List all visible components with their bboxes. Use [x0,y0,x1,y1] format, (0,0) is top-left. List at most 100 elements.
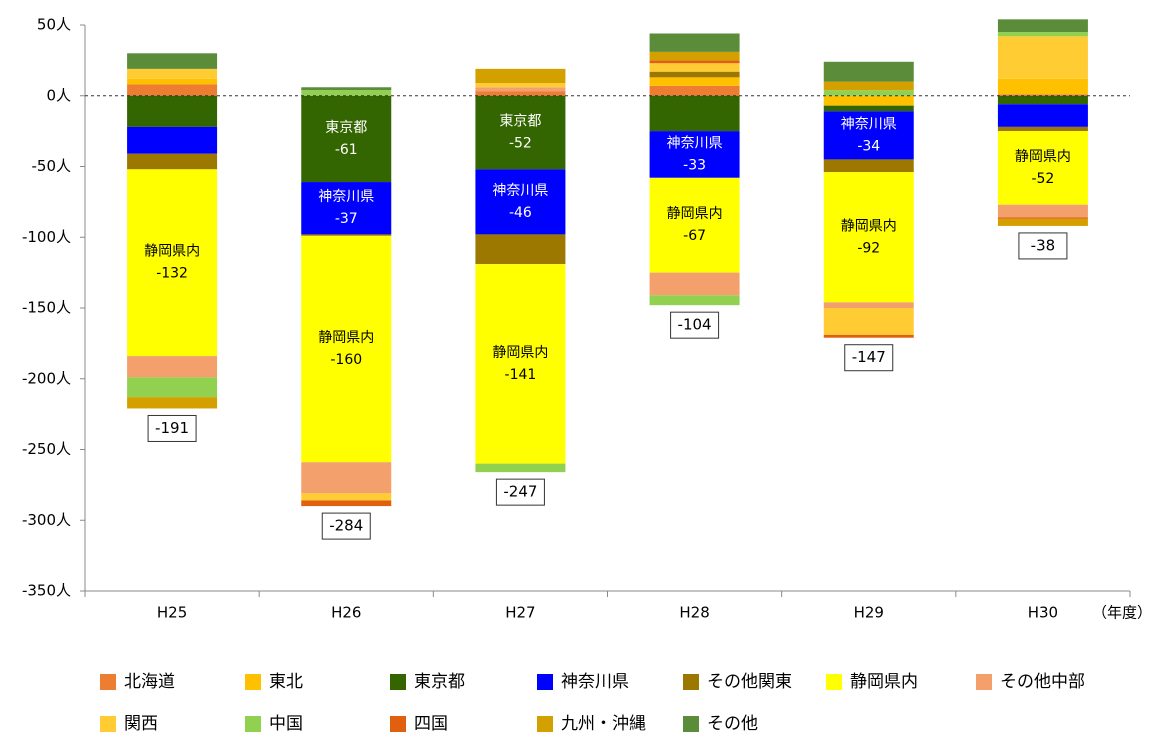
bar-segment [649,77,740,86]
bar-segment [127,356,218,378]
total-box [495,478,545,506]
bar-segment [997,104,1088,127]
bar-segment [475,87,566,92]
bar-segment [475,68,566,84]
segment-name: 静岡県内 [1015,149,1071,165]
y-tick-label: -350人 [22,582,71,600]
total-label: -191 [155,419,189,437]
bar-segment [127,95,218,127]
segment-name: 静岡県内 [318,330,374,346]
segment-name: 東京都 [499,114,541,130]
bar-segment [127,169,218,357]
segment-value: -52 [1031,171,1054,187]
segment-name: 東京都 [325,120,367,136]
bar-segment [997,218,1088,226]
bar-segment [649,71,740,78]
bar-segment [823,90,914,96]
segment-value: -132 [156,266,188,282]
legend-label: 静岡県内 [850,672,918,692]
bar-segment [649,33,740,52]
y-tick-label: -100人 [22,228,71,246]
bar-segment [649,51,740,61]
legend-label: その他中部 [1000,672,1085,692]
legend-label: 北海道 [124,672,175,692]
bar-segment [823,308,914,335]
bar-segment [823,302,914,308]
bar-segment [475,91,566,96]
x-tick-label: H28 [679,604,709,622]
bar-segment [997,19,1088,33]
x-tick-label: H26 [331,604,361,622]
segment-name: 神奈川県 [667,135,723,151]
legend-swatch [826,674,842,690]
total-box [670,311,720,339]
bar-segment [475,234,566,265]
bar-segment [127,78,218,85]
total-box [844,344,894,372]
segment-value: -34 [857,138,880,154]
legend-label: 東北 [269,672,303,692]
bar-segment [301,90,392,96]
x-tick-label: H27 [505,604,535,622]
legend-swatch [683,716,699,732]
legend-swatch [100,716,116,732]
bar-segment [475,463,566,473]
bar-segment [301,235,392,463]
legend-label: 四国 [414,714,448,734]
total-label: -104 [678,316,712,334]
bar-segment [301,493,392,501]
bar-segment [997,94,1088,96]
legend-label: 神奈川県 [561,672,629,692]
y-tick-label: 50人 [37,16,71,34]
segment-name: 静岡県内 [144,244,200,260]
segment-name: 静岡県内 [841,218,897,234]
bar-segment [997,78,1088,95]
y-tick-label: -50人 [32,157,72,175]
x-tick-label: H25 [157,604,187,622]
bar-segment [301,182,392,235]
bar-segment [649,63,740,72]
segment-name: 神奈川県 [841,116,897,132]
y-tick-label: -150人 [22,299,71,317]
bar-segment [649,272,740,296]
bar-segment [127,84,218,96]
segment-value: -61 [335,142,358,158]
bar-segment [823,105,914,112]
segment-name: 神奈川県 [492,183,548,199]
legend-label: その他関東 [707,672,792,692]
bar-segment [649,131,740,178]
bar-segment [127,397,218,409]
bar-segment [997,95,1088,105]
segment-value: -52 [509,136,532,152]
bar-segment [475,83,566,88]
x-tick-label: H29 [854,604,884,622]
y-tick-label: 0人 [46,86,71,104]
segment-value: -33 [683,157,706,173]
bar-segment [127,68,218,79]
y-tick-label: -200人 [22,369,71,387]
bar-segment [301,500,392,507]
legend-swatch [390,716,406,732]
bar-segment [649,60,740,64]
bar-segment [649,177,740,273]
legend-swatch [683,674,699,690]
segment-value: -67 [683,228,706,244]
x-tick-label: H30 [1028,604,1058,622]
x-unit: （年度） [1092,604,1152,622]
bar-segment [997,131,1088,205]
legend-swatch [537,716,553,732]
bar-segment [997,126,1088,132]
total-box [321,512,371,540]
bar-segment [823,172,914,303]
legend-label: その他 [707,714,758,734]
legend-swatch [537,674,553,690]
segment-value: -37 [335,211,358,227]
legend-swatch [245,716,261,732]
legend-swatch [100,674,116,690]
bar-segment [127,126,218,154]
total-label: -284 [329,517,363,535]
bar-segment [823,159,914,173]
legend-swatch [390,674,406,690]
bar-segment [475,169,566,235]
